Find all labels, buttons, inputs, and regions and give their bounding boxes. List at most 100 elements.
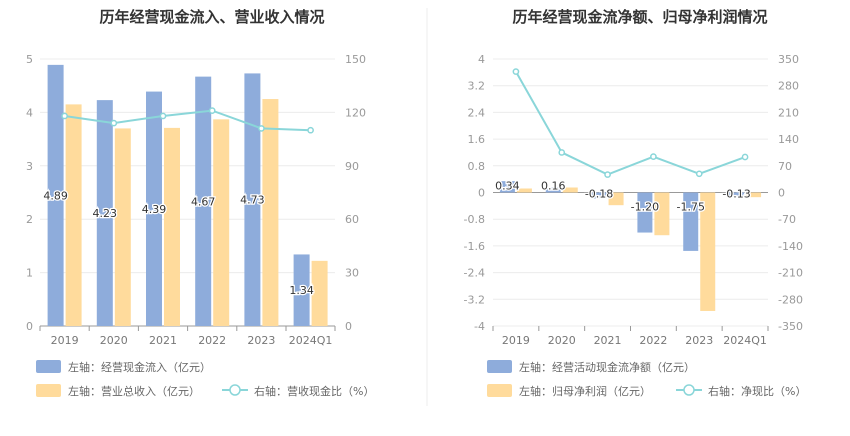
ratio-point xyxy=(110,119,118,127)
ratio-point xyxy=(208,107,216,114)
y-left-tick-label: 3.2 xyxy=(468,80,486,93)
x-tick-label: 2023 xyxy=(685,334,713,347)
legend-marker-ratio xyxy=(683,384,695,396)
bar-secondary xyxy=(65,104,82,326)
bar-primary xyxy=(195,76,212,326)
ratio-point xyxy=(159,112,167,120)
data-label: 4.67 xyxy=(191,195,216,208)
ratio-point xyxy=(258,125,265,132)
legend-label-secondary: 左轴：营业总收入（亿元） xyxy=(68,384,200,398)
chart-title: 历年经营现金流净额、归母净利润情况 xyxy=(512,8,767,26)
data-label: 4.39 xyxy=(142,203,167,216)
bar-primary xyxy=(47,64,64,327)
legend-swatch-secondary xyxy=(487,384,512,397)
legend-label-primary: 左轴：经营现金流入（亿元） xyxy=(68,360,211,374)
y-right-tick-label: 150 xyxy=(345,53,366,66)
y-right-tick-label: 30 xyxy=(345,267,359,280)
ratio-line xyxy=(515,71,746,176)
data-label: 1.34 xyxy=(289,284,314,297)
x-tick-label: 2022 xyxy=(639,334,667,347)
y-right-tick-label: -70 xyxy=(778,213,796,226)
chart-title: 历年经营现金流入、营业收入情况 xyxy=(99,8,324,26)
legend-swatch-primary xyxy=(36,360,61,373)
ratio-point xyxy=(61,112,68,120)
bar-primary xyxy=(591,192,607,199)
y-left-tick-label: 0 xyxy=(478,187,485,200)
y-left-tick-label: 4 xyxy=(26,106,33,119)
y-right-tick-label: 120 xyxy=(345,106,366,119)
bar-secondary xyxy=(164,127,180,326)
x-tick-label: 2021 xyxy=(149,334,177,347)
data-label: -0.13 xyxy=(722,188,750,201)
bar-secondary xyxy=(311,260,328,326)
bar-secondary xyxy=(700,192,716,311)
bar-secondary xyxy=(516,188,532,193)
y-left-tick-label: 2.4 xyxy=(468,106,486,119)
data-label: -0.18 xyxy=(585,188,613,201)
ratio-point xyxy=(695,170,703,178)
y-left-tick-label: 1.6 xyxy=(468,133,486,146)
y-left-tick-label: -0.8 xyxy=(464,213,485,226)
y-right-tick-label: 0 xyxy=(345,320,352,333)
data-label: 0.16 xyxy=(541,180,566,193)
y-right-tick-label: 0 xyxy=(778,187,785,200)
x-tick-label: 2023 xyxy=(247,334,275,347)
x-tick-label: 2020 xyxy=(548,334,576,347)
bar-secondary xyxy=(654,192,670,236)
legend-label-ratio: 右轴：营收现金比（%） xyxy=(254,384,374,398)
legend-label-primary: 左轴：经营活动现金流净额（亿元） xyxy=(519,360,695,374)
y-left-tick-label: -3.2 xyxy=(464,293,485,306)
data-label: -1.75 xyxy=(677,201,705,214)
bar-secondary xyxy=(114,128,131,326)
y-right-tick-label: 90 xyxy=(345,160,359,173)
ratio-point xyxy=(512,68,520,75)
x-tick-label: 2022 xyxy=(198,334,226,347)
bar-primary xyxy=(293,254,310,326)
y-left-tick-label: -4 xyxy=(474,320,485,333)
bar-primary xyxy=(637,192,653,233)
y-left-tick-label: 0 xyxy=(26,320,33,333)
data-label: -1.20 xyxy=(631,201,659,214)
y-left-tick-label: 2 xyxy=(26,213,33,226)
x-tick-label: 2024Q1 xyxy=(289,334,333,347)
bar-primary xyxy=(545,187,561,193)
ratio-point xyxy=(307,126,314,134)
data-label: 4.23 xyxy=(93,207,118,220)
bar-primary xyxy=(729,192,745,197)
bar-secondary xyxy=(746,192,762,198)
bar-secondary xyxy=(608,192,624,206)
x-tick-label: 2019 xyxy=(51,334,79,347)
legend-swatch-secondary xyxy=(36,384,61,397)
legend-marker-ratio xyxy=(229,384,241,396)
data-label: 4.89 xyxy=(43,189,68,202)
y-left-tick-label: -2.4 xyxy=(464,267,485,280)
y-right-tick-label: 210 xyxy=(778,106,799,119)
y-left-tick-label: 0.8 xyxy=(468,160,486,173)
legend-label-ratio: 右轴：净现比（%） xyxy=(708,384,806,398)
bar-secondary xyxy=(562,187,578,193)
bar-primary xyxy=(244,73,261,326)
bar-primary xyxy=(683,192,699,251)
chart-panel-cash-inflow-revenue: 历年经营现金流入、营业收入情况 5 4 3 2 1 0 150 120 90 60 30 0 2019 20… xyxy=(26,8,374,398)
y-right-tick-label: -350 xyxy=(778,320,803,333)
x-tick-label: 2019 xyxy=(502,334,530,347)
y-right-tick-label: 140 xyxy=(778,133,799,146)
legend-swatch-primary xyxy=(487,360,512,373)
y-left-tick-label: 4 xyxy=(478,53,485,66)
bar-secondary xyxy=(262,99,279,326)
y-left-tick-label: 5 xyxy=(26,53,33,66)
ratio-point xyxy=(604,171,611,178)
data-label: 0.34 xyxy=(495,180,520,193)
y-left-tick-label: -1.6 xyxy=(464,240,485,253)
y-right-tick-label: 70 xyxy=(778,160,792,173)
bar-primary xyxy=(499,181,515,193)
bar-primary xyxy=(96,100,113,326)
data-label: 4.73 xyxy=(240,194,265,207)
y-right-tick-label: -280 xyxy=(778,293,803,306)
bar-secondary xyxy=(213,119,230,326)
y-right-tick-label: 60 xyxy=(345,213,359,226)
y-right-tick-label: -140 xyxy=(778,240,803,253)
x-tick-label: 2024Q1 xyxy=(723,334,767,347)
